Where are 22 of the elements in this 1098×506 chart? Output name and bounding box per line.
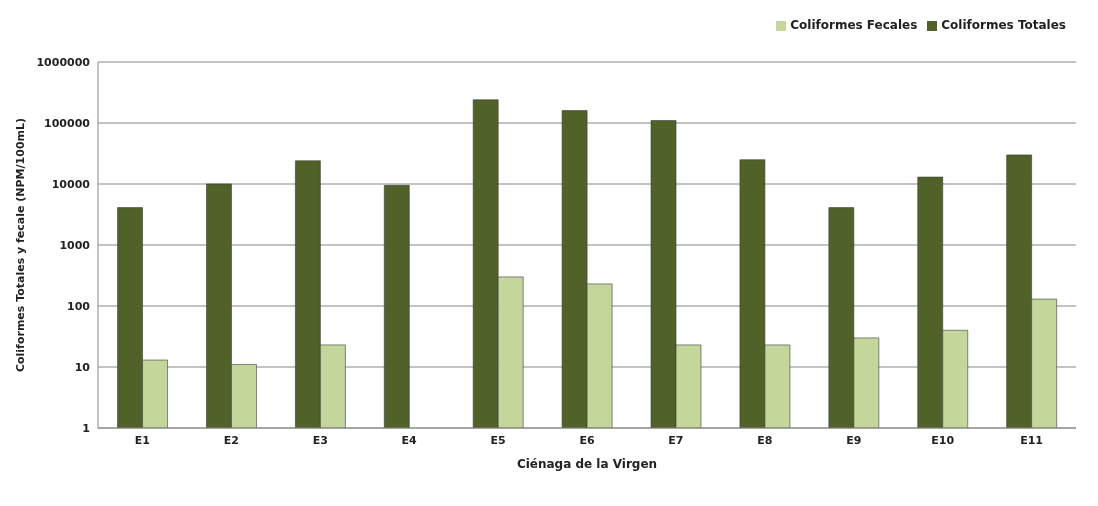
y-tick-label: 100: [67, 299, 91, 313]
x-tick-label: E4: [401, 433, 418, 447]
x-tick-label: E3: [312, 433, 328, 447]
y-tick-label: 1: [82, 421, 90, 435]
y-axis-title: Coliformes Totales y fecale (NPM/100mL): [13, 117, 27, 373]
x-tick-label: E8: [757, 433, 773, 447]
legend-label: Coliformes Fecales: [790, 18, 918, 32]
y-tick-label: 1000000: [36, 55, 91, 69]
x-axis-title: Ciénaga de la Virgen: [516, 457, 658, 471]
x-tick-label: E7: [668, 433, 684, 447]
x-tick-label: E1: [134, 433, 151, 447]
x-tick-label: E10: [931, 433, 955, 447]
x-tick-label: E2: [223, 433, 239, 447]
y-tick-label: 100000: [44, 116, 91, 130]
x-tick-label: E9: [846, 433, 862, 447]
x-tick-label: E5: [490, 433, 506, 447]
x-tick-label: E11: [1020, 433, 1043, 447]
x-tick-label: E6: [579, 433, 595, 447]
y-tick-label: 10000: [51, 177, 91, 191]
y-tick-label: 1000: [59, 238, 91, 252]
y-tick-label: 10: [74, 360, 91, 374]
legend-label: Coliformes Totales: [941, 18, 1066, 32]
